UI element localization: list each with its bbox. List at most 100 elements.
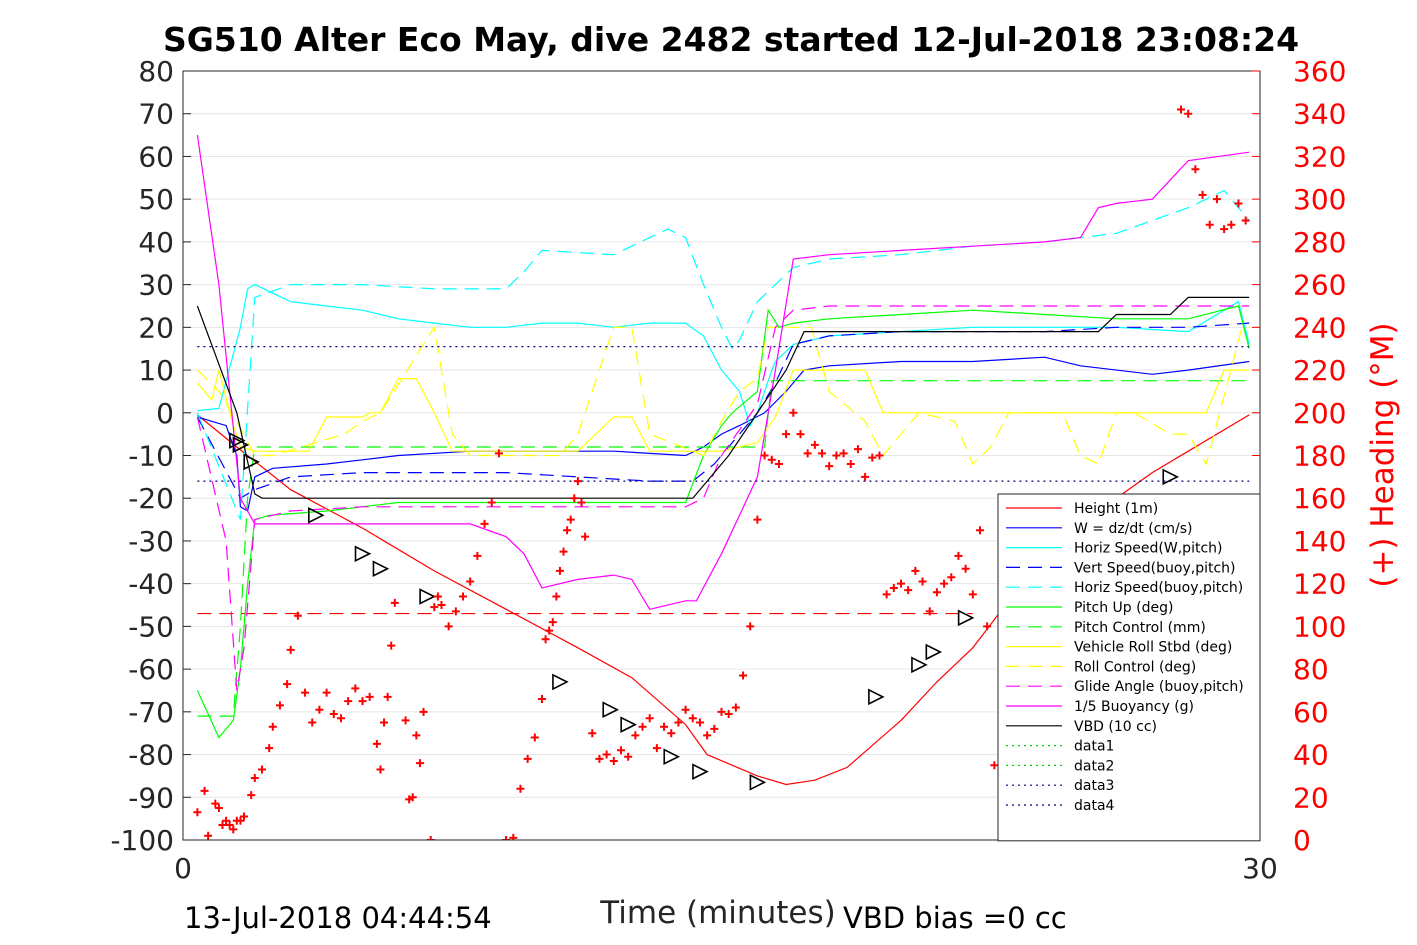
heading-point <box>236 816 245 825</box>
y-tick-label: 10 <box>138 354 174 387</box>
heading-point <box>861 472 870 481</box>
heading-point <box>473 551 482 560</box>
heading-point <box>616 746 625 755</box>
series-line-8 <box>196 325 1250 466</box>
y-right-tick-label: 80 <box>1293 653 1329 686</box>
heading-point <box>211 799 220 808</box>
heading-point <box>412 731 421 740</box>
y-tick-label: 80 <box>138 55 174 88</box>
triangle-marker <box>552 673 569 691</box>
series-line-9 <box>196 305 1250 691</box>
heading-point <box>408 793 417 802</box>
y-tick-label: -80 <box>128 739 174 772</box>
legend-label: Roll Control (deg) <box>1074 659 1196 675</box>
y-tick-label: -30 <box>128 525 174 558</box>
heading-point <box>451 607 460 616</box>
heading-point <box>1184 109 1193 118</box>
y-tick-label: 0 <box>156 397 174 430</box>
heading-point <box>351 684 360 693</box>
y-right-tick-label: 200 <box>1293 397 1346 430</box>
triangle-marker <box>232 436 250 454</box>
heading-point <box>240 812 249 821</box>
heading-point <box>609 756 618 765</box>
heading-point <box>818 449 827 458</box>
heading-point <box>322 688 331 697</box>
heading-point <box>541 635 550 644</box>
heading-point <box>559 547 568 556</box>
heading-point <box>1220 225 1229 234</box>
y-right-tick-label: 120 <box>1293 568 1346 601</box>
heading-point <box>724 709 733 718</box>
triangle-marker <box>229 432 246 449</box>
heading-point <box>947 573 956 582</box>
heading-point <box>376 765 385 774</box>
triangle-marker <box>354 545 372 563</box>
triangle-marker <box>663 748 681 765</box>
y-tick-label: -100 <box>110 824 174 857</box>
y-right-tick-label: 300 <box>1293 183 1346 216</box>
footer-timestamp: 13-Jul-2018 04:44:54 <box>184 901 492 935</box>
heading-point <box>358 697 367 706</box>
heading-point <box>581 532 590 541</box>
heading-point <box>444 622 453 631</box>
heading-point <box>419 707 428 716</box>
legend-label: VBD (10 cc) <box>1074 719 1157 735</box>
heading-point <box>365 692 374 701</box>
series-line-4 <box>196 189 1250 520</box>
x-tick-label: 0 <box>174 852 192 885</box>
heading-point <box>602 750 611 759</box>
heading-point <box>426 836 435 840</box>
heading-point <box>566 515 575 524</box>
y-tick-label: 70 <box>138 98 174 131</box>
series-line-10 <box>196 135 1250 610</box>
heading-point <box>681 705 690 714</box>
heading-point <box>268 722 277 731</box>
legend-label: Vehicle Roll Stbd (deg) <box>1074 640 1232 656</box>
y-right-tick-label: 160 <box>1293 482 1346 515</box>
y-right-tick-label: 60 <box>1293 696 1329 729</box>
legend-label: data3 <box>1074 778 1114 794</box>
heading-point <box>390 598 399 607</box>
heading-point <box>315 705 324 714</box>
legend: Height (1m) W = dz/dt (cm/s) Horiz Speed(W… <box>997 493 1261 842</box>
heading-point <box>257 765 266 774</box>
heading-point <box>688 714 697 723</box>
heading-point <box>466 577 475 586</box>
heading-point <box>796 430 805 439</box>
chart-title: SG510 Alter Eco May, dive 2482 started 1… <box>163 20 1299 59</box>
y-axis-right-label: (+) Heading (°M) <box>1365 322 1401 587</box>
heading-point <box>925 607 934 616</box>
heading-point <box>459 592 468 601</box>
heading-point <box>703 731 712 740</box>
series-line-11 <box>196 296 1250 499</box>
heading-point <box>555 566 564 575</box>
heading-point <box>265 744 274 753</box>
y-right-tick-label: 260 <box>1293 269 1346 302</box>
heading-point <box>222 816 231 825</box>
y-right-tick-label: 320 <box>1293 140 1346 173</box>
triangle-marker <box>1162 468 1180 486</box>
heading-point <box>839 449 848 458</box>
heading-point <box>487 498 496 507</box>
y-tick-label: 60 <box>138 140 174 173</box>
heading-point <box>825 462 834 471</box>
legend-label: Horiz Speed(buoy,pitch) <box>1074 580 1243 596</box>
series-line-7 <box>196 369 1250 452</box>
heading-point <box>789 408 798 417</box>
heading-point <box>193 808 202 817</box>
heading-point <box>437 601 446 610</box>
heading-point <box>753 515 762 524</box>
triangle-marker <box>925 643 943 661</box>
heading-point <box>502 836 511 840</box>
heading-point <box>1241 216 1250 225</box>
heading-point <box>247 791 256 800</box>
heading-point <box>516 784 525 793</box>
heading-point <box>570 494 579 503</box>
heading-point <box>774 460 783 469</box>
heading-point <box>968 590 977 599</box>
heading-point <box>767 455 776 464</box>
y-tick-label: -40 <box>128 568 174 601</box>
triangle-marker <box>602 701 619 718</box>
y-right-tick-label: 340 <box>1293 98 1346 131</box>
heading-point <box>940 579 949 588</box>
